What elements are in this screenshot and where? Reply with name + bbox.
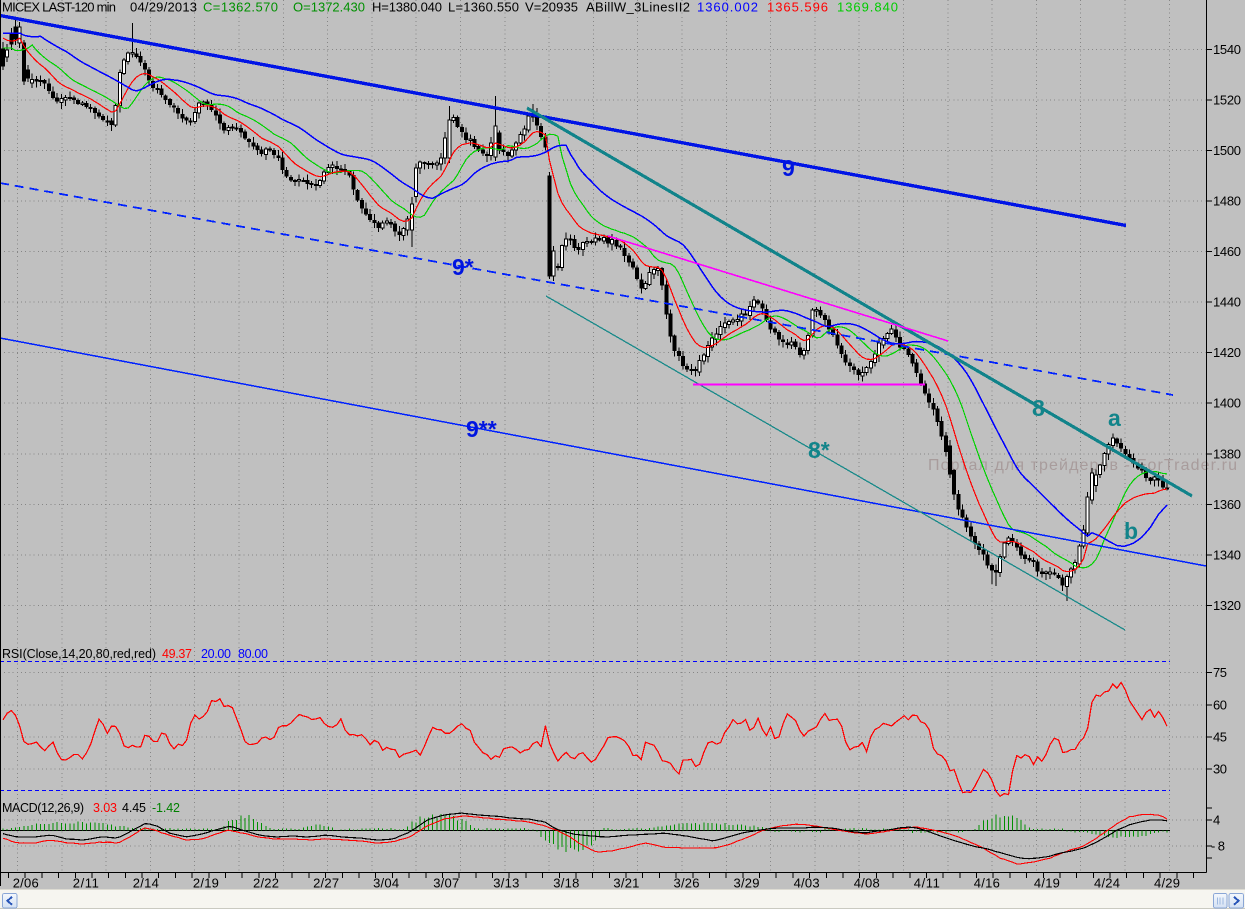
svg-text:1320: 1320 xyxy=(1213,598,1241,613)
svg-text:2/22: 2/22 xyxy=(253,876,279,891)
svg-text:1500: 1500 xyxy=(1213,143,1241,158)
svg-text:3/13: 3/13 xyxy=(493,876,519,891)
svg-text:30: 30 xyxy=(1213,762,1227,777)
svg-text:3/04: 3/04 xyxy=(373,876,399,891)
svg-text:1369.840: 1369.840 xyxy=(837,0,898,15)
svg-text:Портал для трейдеров - ForTrad: Портал для трейдеров - ForTrader.ru xyxy=(928,457,1237,474)
svg-text:60: 60 xyxy=(1213,697,1227,712)
svg-text:2/11: 2/11 xyxy=(73,876,99,891)
svg-text:1360: 1360 xyxy=(1213,497,1241,512)
svg-text:a: a xyxy=(1108,405,1121,431)
svg-text:1400: 1400 xyxy=(1213,396,1241,411)
svg-text:1460: 1460 xyxy=(1213,244,1241,259)
svg-text:4/24: 4/24 xyxy=(1094,876,1120,891)
svg-text:H=1380.040: H=1380.040 xyxy=(372,0,442,15)
svg-text:2/19: 2/19 xyxy=(193,876,219,891)
svg-text:MACD(12,26,9): MACD(12,26,9) xyxy=(2,801,84,815)
svg-text:2/27: 2/27 xyxy=(313,876,339,891)
svg-text:-1.42: -1.42 xyxy=(152,801,180,815)
svg-text:1420: 1420 xyxy=(1213,345,1241,360)
svg-text:1380: 1380 xyxy=(1213,446,1241,461)
svg-text:3/29: 3/29 xyxy=(734,876,760,891)
svg-text:3/26: 3/26 xyxy=(674,876,700,891)
svg-text:4/29: 4/29 xyxy=(1154,876,1180,891)
svg-text:80.00: 80.00 xyxy=(238,647,268,661)
svg-text:C=1362.570: C=1362.570 xyxy=(203,0,278,15)
svg-text:3/07: 3/07 xyxy=(433,876,459,891)
svg-text:MICEX LAST-120 min: MICEX LAST-120 min xyxy=(2,0,116,15)
svg-text:2/06: 2/06 xyxy=(13,876,39,891)
svg-text:-8: -8 xyxy=(1211,839,1225,854)
svg-text:1540: 1540 xyxy=(1213,42,1241,57)
svg-text:9: 9 xyxy=(782,155,795,181)
svg-text:4/11: 4/11 xyxy=(914,876,940,891)
svg-text:4/19: 4/19 xyxy=(1034,876,1060,891)
svg-text:RSI(Close,14,20,80,red,red): RSI(Close,14,20,80,red,red) xyxy=(2,647,156,661)
svg-text:1440: 1440 xyxy=(1213,295,1241,310)
svg-text:1520: 1520 xyxy=(1213,92,1241,107)
svg-text:20.00: 20.00 xyxy=(201,647,231,661)
svg-text:4/16: 4/16 xyxy=(974,876,1000,891)
svg-text:ABillW_3LinesII2: ABillW_3LinesII2 xyxy=(586,0,690,15)
svg-text:45: 45 xyxy=(1213,730,1227,745)
svg-text:8: 8 xyxy=(1032,395,1045,421)
svg-text:75: 75 xyxy=(1213,665,1227,680)
svg-text:3.03: 3.03 xyxy=(93,801,117,815)
svg-text:1360.002: 1360.002 xyxy=(697,0,758,15)
svg-text:O=1372.430: O=1372.430 xyxy=(293,0,365,15)
svg-text:L=1360.550: L=1360.550 xyxy=(448,0,519,15)
svg-text:2/14: 2/14 xyxy=(133,876,159,891)
svg-text:9**: 9** xyxy=(466,416,497,442)
svg-text:4.45: 4.45 xyxy=(122,801,146,815)
svg-text:04/29/2013: 04/29/2013 xyxy=(130,0,197,15)
svg-text:4: 4 xyxy=(1213,813,1220,828)
svg-text:1480: 1480 xyxy=(1213,194,1241,209)
svg-text:b: b xyxy=(1124,518,1138,544)
svg-text:3/18: 3/18 xyxy=(553,876,579,891)
svg-text:4/03: 4/03 xyxy=(794,876,820,891)
svg-text:8*: 8* xyxy=(808,437,830,463)
svg-text:49.37: 49.37 xyxy=(162,647,192,661)
svg-text:3/21: 3/21 xyxy=(613,876,639,891)
svg-text:4/08: 4/08 xyxy=(854,876,880,891)
svg-text:1340: 1340 xyxy=(1213,547,1241,562)
svg-text:9*: 9* xyxy=(452,254,474,280)
svg-text:1365.596: 1365.596 xyxy=(767,0,828,15)
svg-text:V=20935: V=20935 xyxy=(525,0,578,15)
